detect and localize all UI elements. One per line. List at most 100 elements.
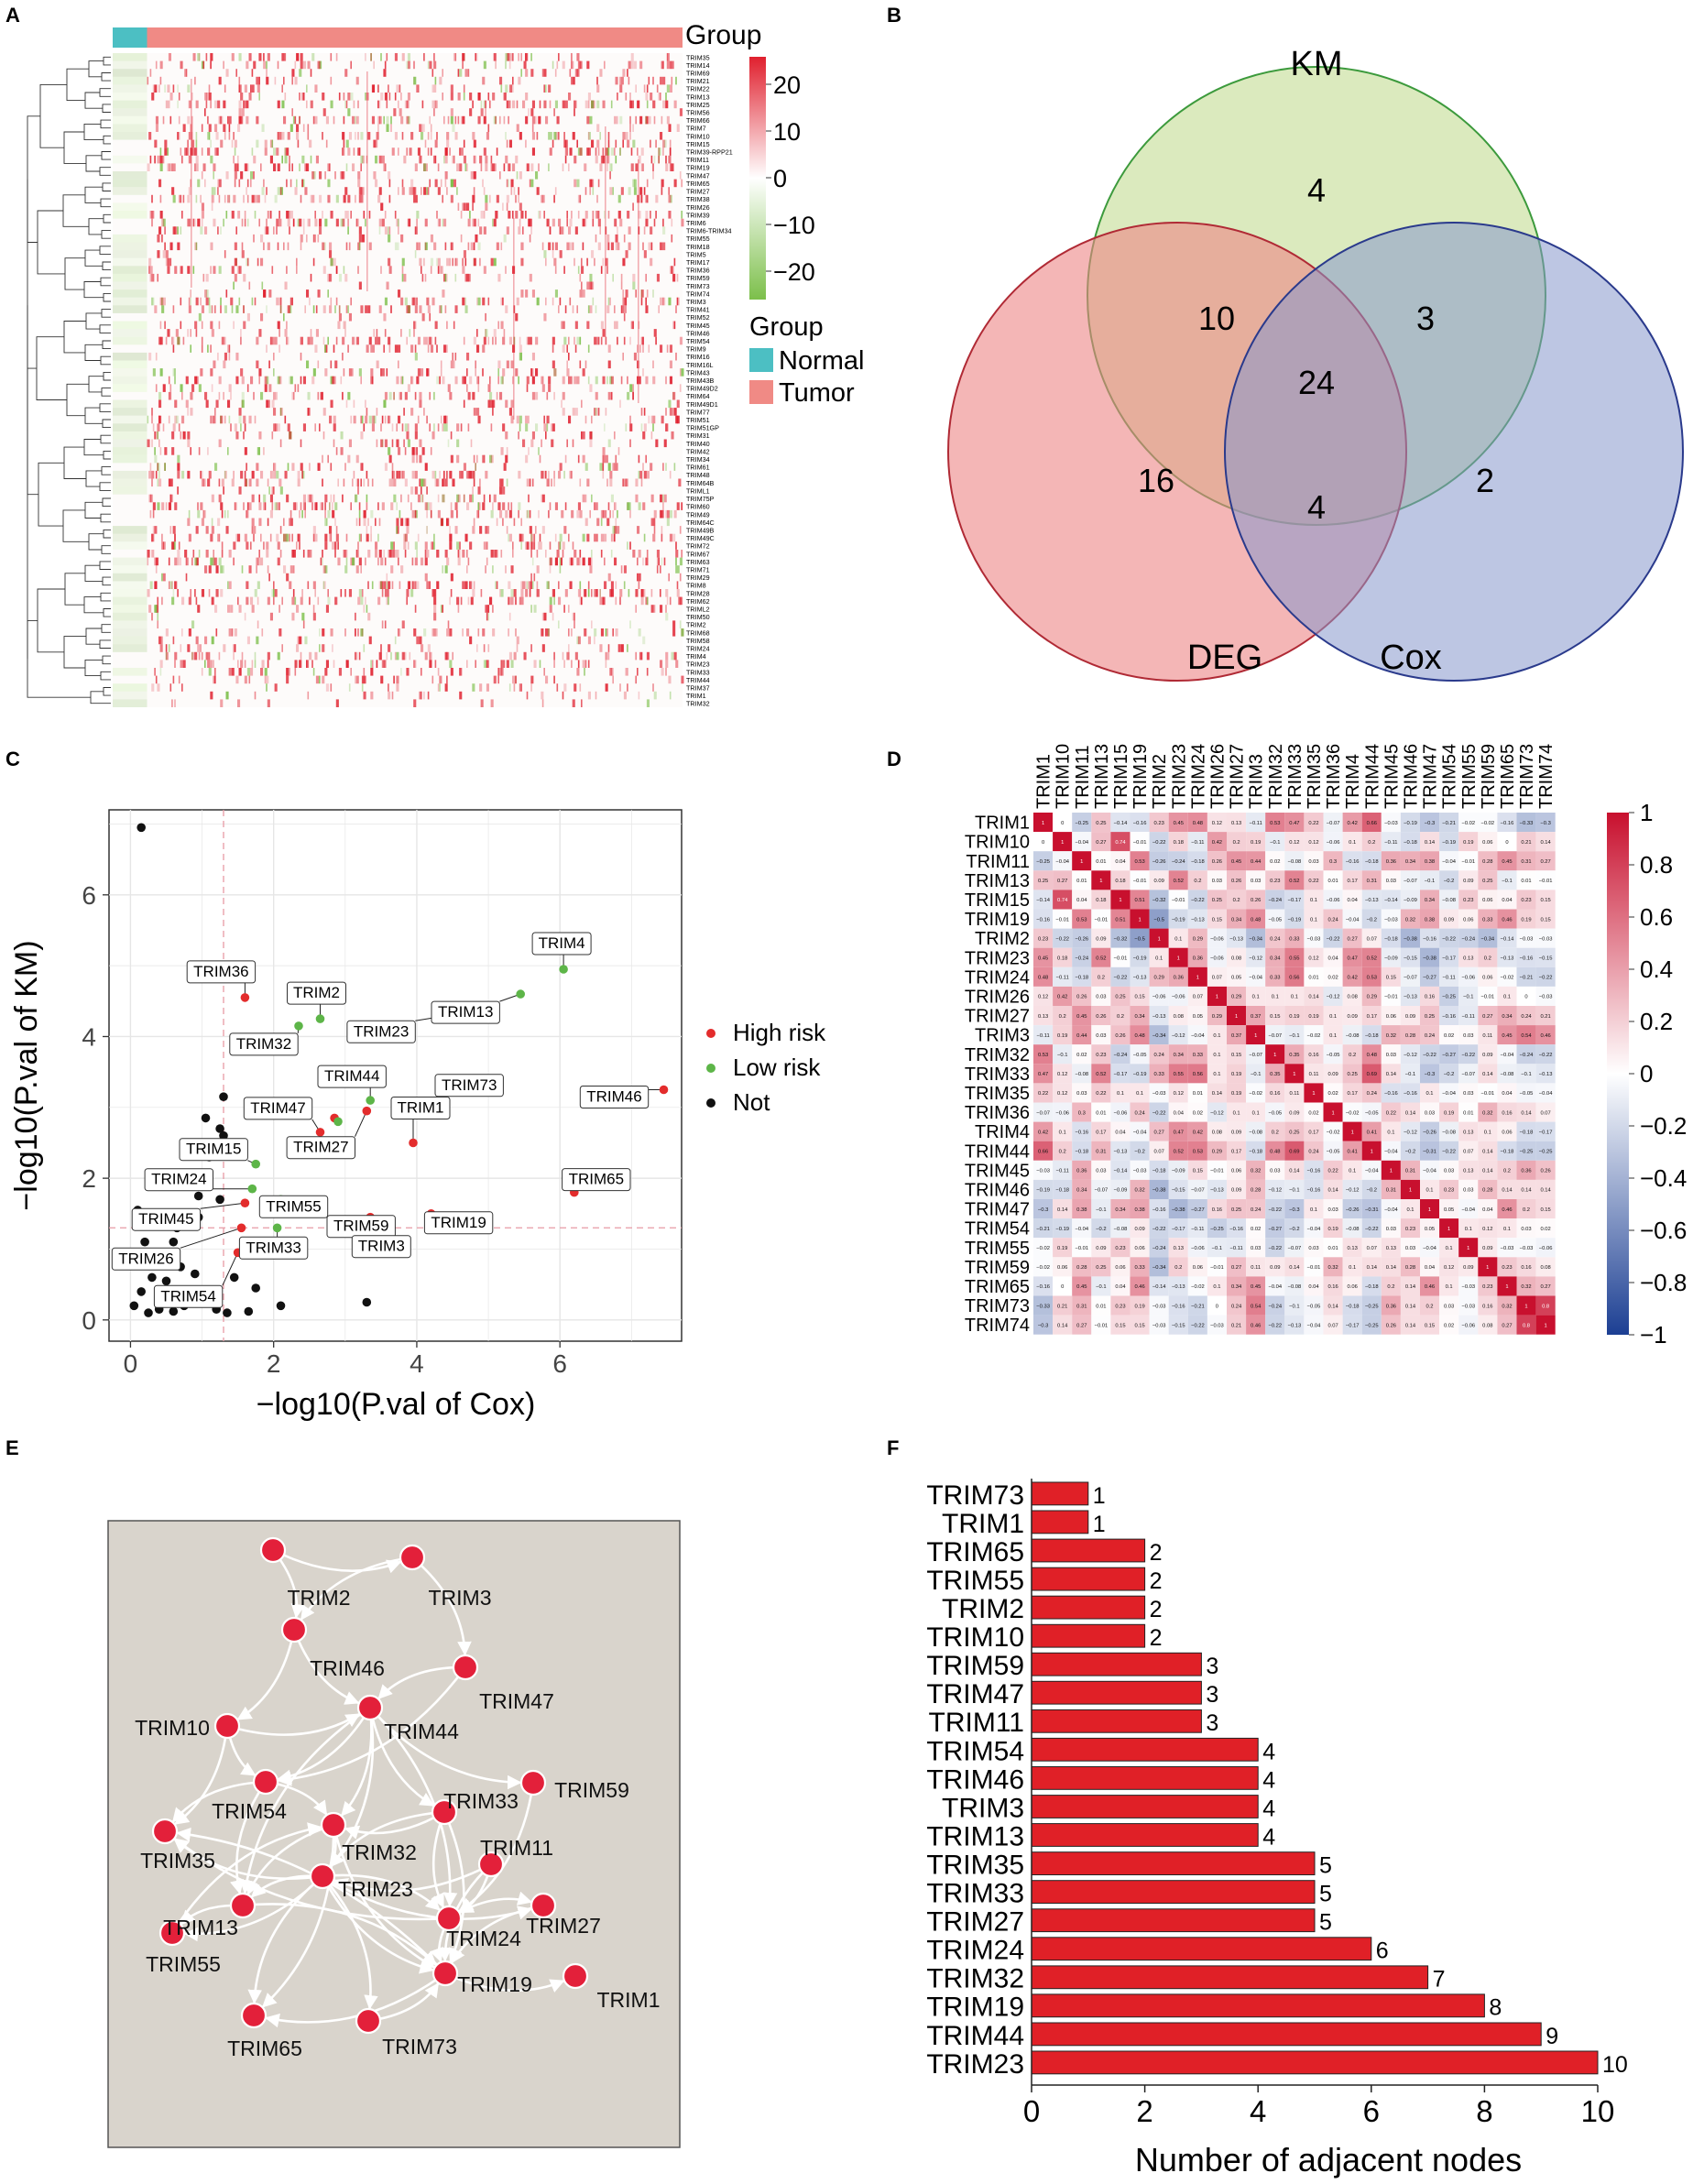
heatmap-cell (338, 668, 342, 676)
heatmap-cell (333, 115, 335, 125)
row-label: TRIM25 (686, 101, 710, 109)
heatmap-cell (423, 53, 425, 61)
heatmap-cell (322, 211, 323, 219)
heatmap-cell (526, 415, 530, 424)
heatmap-cell (650, 226, 653, 235)
heatmap-cell (334, 596, 338, 606)
heatmap-cell (662, 297, 664, 306)
heatmap-cell (371, 423, 375, 431)
dendrogram-branch (103, 371, 111, 381)
heatmap-cell (426, 581, 430, 589)
heatmap-cell (113, 250, 147, 258)
heatmap-cell (355, 194, 356, 203)
heatmap-cell (393, 391, 395, 400)
heatmap-cell (513, 518, 516, 527)
heatmap-cell (184, 550, 188, 558)
heatmap-cell (431, 675, 434, 684)
heatmap-cell (462, 297, 465, 306)
heatmap-cell (477, 628, 480, 637)
heatmap-cell (473, 171, 476, 180)
heatmap-cell (450, 93, 453, 101)
heatmap-cell (171, 431, 175, 440)
heatmap-cell (309, 651, 312, 661)
heatmap-cell (230, 297, 234, 306)
heatmap-cell (403, 541, 407, 550)
heatmap-cell (301, 470, 303, 479)
heatmap-cell (347, 147, 351, 156)
correlation-value: −0.01 (1480, 995, 1494, 1000)
heatmap-cell (623, 312, 626, 322)
heatmap-cell (162, 541, 165, 550)
correlation-cell (1149, 851, 1169, 871)
row-label: TRIM35 (686, 53, 710, 61)
heatmap-cell (595, 408, 597, 416)
heatmap-cell (294, 596, 297, 606)
heatmap-cell (665, 93, 667, 101)
correlation-cell (1497, 928, 1517, 948)
heatmap-cell (227, 115, 229, 125)
heatmap-cell (358, 368, 362, 377)
heatmap-cell (371, 415, 375, 424)
heatmap-cell (430, 132, 432, 140)
heatmap-cell (267, 651, 270, 661)
correlation-value: 0.25 (1425, 1014, 1435, 1020)
heatmap-cell (472, 100, 474, 109)
heatmap-cell (586, 147, 590, 156)
heatmap-cell (499, 486, 503, 495)
heatmap-cell (582, 660, 585, 668)
heatmap-cell (113, 69, 147, 77)
heatmap-cell (496, 147, 498, 156)
heatmap-cell (214, 668, 216, 676)
dendrogram-branch (102, 419, 111, 429)
heatmap-cell (629, 423, 633, 431)
heatmap-cell (225, 289, 228, 298)
venn-count-cox-only: 2 (1476, 462, 1494, 499)
heatmap-cell (515, 628, 517, 637)
heatmap-cell (531, 581, 534, 589)
heatmap-cell (281, 53, 283, 61)
heatmap-cell (526, 509, 529, 519)
heatmap-cell (615, 596, 617, 606)
heatmap-cell (164, 297, 166, 306)
heatmap-cell (177, 132, 180, 140)
heatmap-cell (427, 147, 430, 156)
heatmap-cell (482, 502, 486, 510)
heatmap-cell (213, 675, 214, 684)
heatmap-cell (381, 620, 384, 628)
correlation-value: −0.01 (1384, 995, 1398, 1000)
heatmap-cell (591, 589, 593, 597)
heatmap-cell (312, 305, 315, 313)
heatmap-cell (358, 242, 361, 251)
heatmap-cell (520, 242, 522, 251)
correlation-value: −0.03 (1384, 821, 1398, 826)
gene-label: TRIM19 (431, 1214, 486, 1231)
heatmap-cell (393, 675, 395, 684)
heatmap-cell (676, 273, 679, 282)
row-label: TRIM51GP (686, 424, 719, 432)
heatmap-cell (358, 509, 361, 519)
heatmap-cell (506, 202, 508, 211)
heatmap-cell (370, 668, 374, 676)
heatmap-cell (453, 321, 455, 330)
correlation-cell (1130, 851, 1150, 871)
heatmap-cell (400, 115, 404, 125)
correlation-value: 0.15 (1540, 917, 1550, 923)
row-label: TRIM31 (686, 431, 710, 440)
heatmap-cell (652, 360, 654, 369)
heatmap-cell (628, 60, 631, 70)
correlation-cell (1342, 1006, 1362, 1026)
heatmap-cell (505, 132, 507, 140)
heatmap-cell (642, 368, 644, 377)
heatmap-cell (444, 147, 448, 156)
heatmap-cell (334, 541, 338, 550)
heatmap-cell (394, 636, 397, 645)
heatmap-cell (554, 533, 557, 542)
heatmap-cell (187, 218, 191, 227)
heatmap-cell (653, 526, 656, 534)
heatmap-cell (606, 242, 608, 251)
heatmap-cell (161, 596, 163, 606)
heatmap-cell (366, 71, 368, 291)
heatmap-cell (609, 478, 613, 487)
heatmap-cell (440, 179, 442, 188)
heatmap-cell (459, 69, 463, 77)
